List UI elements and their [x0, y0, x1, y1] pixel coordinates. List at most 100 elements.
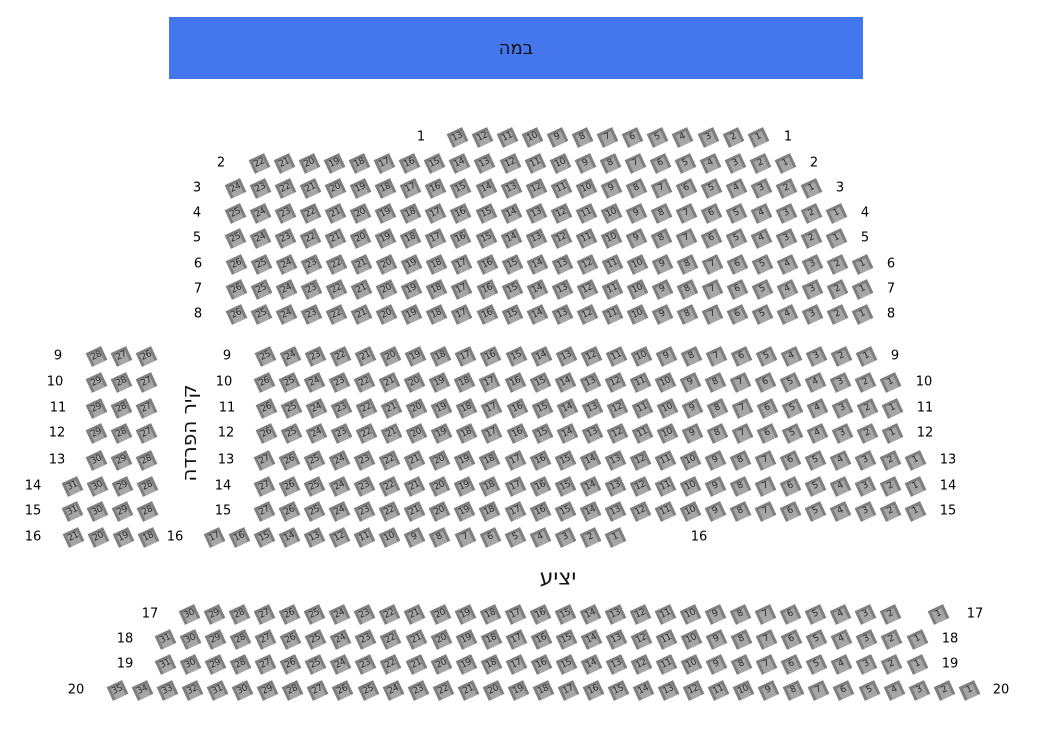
seat[interactable]: 4 — [750, 203, 773, 224]
seat[interactable]: 13 — [474, 153, 496, 174]
seat[interactable]: 11 — [655, 629, 678, 650]
seat[interactable]: 4 — [829, 604, 852, 625]
seat[interactable]: 11 — [629, 372, 652, 393]
seat[interactable]: 23 — [330, 423, 353, 444]
seat[interactable]: 10 — [575, 178, 598, 199]
seat[interactable]: 20 — [428, 450, 451, 471]
seat[interactable]: 10 — [626, 254, 649, 275]
seat[interactable]: 25 — [250, 279, 273, 300]
seat[interactable]: 28 — [135, 450, 158, 471]
seat[interactable]: 5 — [725, 203, 748, 224]
seat[interactable]: 7 — [754, 450, 777, 471]
seat[interactable]: 1 — [851, 254, 874, 275]
seat[interactable]: 9 — [679, 372, 702, 393]
seat[interactable]: 20 — [375, 254, 398, 275]
seat[interactable]: 4 — [750, 228, 773, 249]
seat[interactable]: 14 — [526, 304, 548, 325]
seat[interactable]: 13 — [500, 178, 522, 199]
seat[interactable]: 20 — [324, 178, 347, 199]
seat[interactable]: 20 — [379, 346, 402, 367]
seat[interactable]: 11 — [575, 228, 598, 249]
seat[interactable]: 10 — [679, 450, 702, 471]
seat[interactable]: 15 — [555, 654, 578, 675]
seat[interactable]: 3 — [856, 629, 878, 650]
seat[interactable]: 2 — [856, 423, 879, 444]
seat[interactable]: 29 — [204, 629, 227, 650]
seat[interactable]: 23 — [353, 604, 376, 625]
seat[interactable]: 22 — [325, 279, 348, 300]
seat[interactable]: 21 — [380, 398, 403, 419]
seat[interactable]: 27 — [135, 372, 158, 393]
seat[interactable]: 13 — [581, 423, 604, 444]
seat[interactable]: 13 — [525, 203, 547, 224]
seat[interactable]: 18 — [532, 680, 555, 701]
seat[interactable]: 10 — [626, 304, 649, 325]
seat[interactable]: 1 — [851, 304, 874, 325]
seat[interactable]: 15 — [555, 629, 578, 650]
seat[interactable]: 22 — [378, 476, 401, 497]
seat[interactable]: 19 — [374, 228, 397, 249]
seat[interactable]: 12 — [629, 450, 652, 471]
seat[interactable]: 24 — [328, 450, 351, 471]
seat[interactable]: 19 — [454, 501, 476, 522]
seat[interactable]: 16 — [504, 372, 526, 393]
seat[interactable]: 5 — [804, 450, 827, 471]
seat[interactable]: 9 — [651, 254, 674, 275]
seat[interactable]: 15 — [475, 203, 497, 224]
seat[interactable]: 15 — [554, 501, 576, 522]
seat[interactable]: 19 — [323, 153, 346, 174]
seat[interactable]: 30 — [231, 680, 254, 701]
seat[interactable]: 17 — [399, 178, 422, 199]
seat[interactable]: 14 — [554, 372, 576, 393]
seat[interactable]: 16 — [506, 398, 528, 419]
seat[interactable]: 5 — [779, 372, 802, 393]
seat[interactable]: 26 — [279, 629, 302, 650]
seat[interactable]: 21 — [350, 304, 373, 325]
seat[interactable]: 27 — [135, 423, 158, 444]
seat[interactable]: 18 — [479, 476, 501, 497]
seat[interactable]: 7 — [755, 654, 778, 675]
seat[interactable]: 8 — [729, 476, 752, 497]
seat[interactable]: 12 — [525, 178, 547, 199]
seat[interactable]: 9 — [574, 153, 597, 174]
seat[interactable]: 24 — [329, 654, 352, 675]
seat[interactable]: 18 — [137, 527, 160, 548]
seat[interactable]: 13 — [579, 372, 602, 393]
seat[interactable]: 12 — [580, 346, 603, 367]
seat[interactable]: 4 — [529, 527, 552, 548]
seat[interactable]: 5 — [647, 127, 669, 148]
seat[interactable]: 11 — [631, 423, 654, 444]
seat[interactable]: 10 — [654, 372, 677, 393]
seat[interactable]: 18 — [374, 178, 397, 199]
seat[interactable]: 16 — [476, 279, 498, 300]
seat[interactable]: 29 — [111, 476, 134, 497]
seat[interactable]: 15 — [501, 254, 523, 275]
seat[interactable]: 20 — [430, 654, 452, 675]
seat[interactable]: 6 — [756, 423, 779, 444]
seat[interactable]: 28 — [281, 680, 304, 701]
seat[interactable]: 4 — [776, 304, 799, 325]
seat[interactable]: 23 — [353, 501, 376, 522]
seat[interactable]: 7 — [808, 680, 830, 701]
seat[interactable]: 20 — [430, 629, 452, 650]
seat[interactable]: 21 — [354, 346, 377, 367]
seat[interactable]: 11 — [601, 254, 624, 275]
seat[interactable]: 15 — [554, 476, 576, 497]
seat[interactable]: 18 — [480, 629, 503, 650]
seat[interactable]: 25 — [278, 372, 301, 393]
seat[interactable]: 8 — [429, 527, 451, 548]
seat[interactable]: 22 — [379, 604, 401, 625]
seat[interactable]: 9 — [651, 279, 674, 300]
seat[interactable]: 13 — [446, 127, 469, 148]
seat[interactable]: 18 — [426, 254, 448, 275]
seat[interactable]: 8 — [729, 604, 752, 625]
seat[interactable]: 16 — [476, 304, 498, 325]
seat[interactable]: 24 — [275, 304, 298, 325]
seat[interactable]: 26 — [278, 476, 301, 497]
seat[interactable]: 18 — [429, 346, 452, 367]
seat[interactable]: 19 — [112, 527, 135, 548]
seat[interactable]: 22 — [355, 398, 378, 419]
seat[interactable]: 26 — [278, 450, 301, 471]
seat[interactable]: 17 — [505, 654, 528, 675]
seat[interactable]: 4 — [806, 398, 829, 419]
